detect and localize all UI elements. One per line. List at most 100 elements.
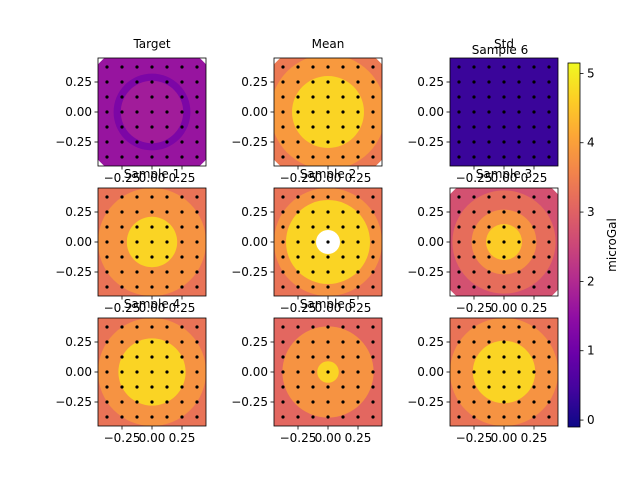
sample-point [532, 355, 536, 359]
sample-point [487, 400, 491, 404]
sample-point [371, 80, 375, 84]
sample-point [105, 110, 109, 114]
sample-point [180, 195, 184, 199]
colorbar-label: microGal [605, 218, 619, 272]
sample-point [105, 195, 109, 199]
sample-point [120, 270, 124, 274]
subplot-title: Sample 1 [124, 167, 180, 181]
sample-point [296, 370, 300, 374]
sample-point [502, 325, 506, 329]
sample-point [311, 270, 315, 274]
sample-point [120, 110, 124, 114]
sample-point [517, 255, 521, 259]
colorbar-tick-label: 2 [587, 274, 595, 288]
sample-point [135, 95, 139, 99]
sample-point [487, 255, 491, 259]
sample-point [311, 385, 315, 389]
sample-point [105, 270, 109, 274]
sample-point [487, 65, 491, 69]
x-tick-label: 0.25 [169, 431, 196, 445]
sample-point [296, 325, 300, 329]
sample-point [311, 210, 315, 214]
sample-point [547, 400, 551, 404]
y-tick-label: 0.00 [65, 105, 92, 119]
sample-point [457, 140, 461, 144]
sample-point [356, 270, 360, 274]
sample-point [341, 370, 345, 374]
sample-point [150, 285, 154, 289]
sample-point [281, 285, 285, 289]
subplot-grid: −0.250.00 0.25−0.250.000.25Target−0.250.0… [55, 37, 559, 445]
sample-point [135, 195, 139, 199]
sample-point [150, 415, 154, 419]
subplot-title: Std [494, 37, 514, 51]
sample-point [472, 65, 476, 69]
x-tick-label: 0.00 [315, 301, 342, 315]
sample-point [150, 240, 154, 244]
sample-point [150, 80, 154, 84]
subplot-title: Target [132, 37, 170, 51]
sample-point [105, 225, 109, 229]
sample-point [165, 65, 169, 69]
sample-point [105, 400, 109, 404]
sample-point [532, 125, 536, 129]
sample-point [296, 355, 300, 359]
x-tick-label: −0.25 [456, 301, 493, 315]
sample-point [311, 285, 315, 289]
sample-point [356, 210, 360, 214]
sample-point [281, 255, 285, 259]
sample-point [135, 210, 139, 214]
sample-point [502, 285, 506, 289]
y-tick-label: −0.25 [231, 395, 268, 409]
sample-point [281, 110, 285, 114]
sample-point [180, 125, 184, 129]
sample-point [120, 225, 124, 229]
sample-point [105, 210, 109, 214]
sample-point [296, 125, 300, 129]
subplot-9: −0.250.00 0.25−0.250.000.25 [407, 317, 559, 445]
sample-point [472, 240, 476, 244]
sample-point [356, 340, 360, 344]
sample-point [371, 255, 375, 259]
sample-points [457, 195, 551, 289]
sample-point [356, 110, 360, 114]
sample-point [180, 370, 184, 374]
x-tick-label: 0.25 [345, 171, 372, 185]
sample-point [281, 210, 285, 214]
sample-point [311, 340, 315, 344]
sample-point [502, 140, 506, 144]
sample-point [341, 195, 345, 199]
x-tick-label: 0.00 [315, 171, 342, 185]
sample-point [457, 240, 461, 244]
sample-point [326, 325, 330, 329]
y-tick-label: −0.25 [231, 265, 268, 279]
sample-point [371, 270, 375, 274]
sample-point [326, 65, 330, 69]
sample-point [135, 255, 139, 259]
sample-point [296, 155, 300, 159]
sample-point [371, 370, 375, 374]
y-tick-label: −0.25 [55, 135, 92, 149]
colorbar-tick-label: 4 [587, 136, 595, 150]
sample-point [457, 210, 461, 214]
sample-point [120, 415, 124, 419]
sample-point [150, 155, 154, 159]
sample-point [311, 140, 315, 144]
sample-point [356, 285, 360, 289]
colorbar-ticks: 0 1 2 3 4 5 [580, 66, 595, 427]
sample-points [105, 195, 199, 289]
sample-point [105, 140, 109, 144]
sample-point [472, 285, 476, 289]
y-tick-label: 0.25 [65, 75, 92, 89]
sample-point [356, 400, 360, 404]
sample-point [296, 95, 300, 99]
sample-point [472, 370, 476, 374]
sample-point [311, 400, 315, 404]
sample-point [341, 355, 345, 359]
sample-point [281, 400, 285, 404]
sample-point [326, 195, 330, 199]
sample-point [457, 95, 461, 99]
sample-point [135, 415, 139, 419]
